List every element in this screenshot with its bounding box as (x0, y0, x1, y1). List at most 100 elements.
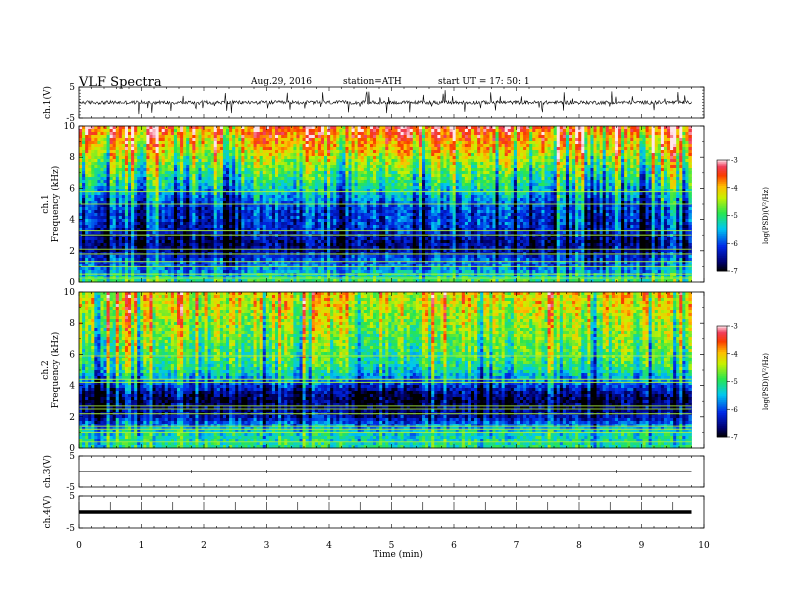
sp1-cell (541, 144, 544, 147)
sp1-cell (214, 135, 217, 138)
sp1-cell (382, 135, 385, 138)
sp1-cell (450, 135, 453, 138)
sp1-cell (407, 144, 410, 147)
sp1-cell (349, 141, 352, 144)
sp1-cell (529, 144, 532, 147)
sp1-cell (526, 135, 529, 138)
sp1-cell (318, 150, 321, 153)
sp1-cell (137, 147, 140, 150)
sp1-cell (520, 147, 523, 150)
sp1-cell (434, 144, 437, 147)
sp1-cell (260, 138, 263, 141)
sp1-cell (649, 138, 652, 141)
sp1-cell (290, 132, 293, 135)
sp1-cell (364, 144, 367, 147)
sp1-cell (361, 129, 364, 132)
sp1-cell (379, 150, 382, 153)
sp1-cell (254, 138, 257, 141)
sp1-cell (419, 135, 422, 138)
sp1-cell (162, 126, 165, 129)
sp1-cell (315, 147, 318, 150)
sp1-cell (100, 144, 103, 147)
sp1-cell (226, 138, 229, 141)
sp1-cell (688, 132, 691, 135)
sp1-cell (594, 144, 597, 147)
sp1-cell (385, 147, 388, 150)
sp1-cell (293, 132, 296, 135)
sp1-cell (79, 147, 82, 150)
sp1-cell (563, 135, 566, 138)
sp1-cell (379, 135, 382, 138)
sp1-cell (186, 144, 189, 147)
sp1-cell (287, 150, 290, 153)
sp1-cell (615, 141, 618, 144)
sp1-cell (434, 126, 437, 129)
sp1-cell (107, 129, 110, 132)
sp1-cell (137, 135, 140, 138)
sp1-cell (398, 144, 401, 147)
sp1-cell (373, 147, 376, 150)
sp1-cell (379, 144, 382, 147)
sp1-cell (447, 129, 450, 132)
sp1-cell (364, 135, 367, 138)
sp1-cell (563, 147, 566, 150)
sp1-cell (394, 126, 397, 129)
sp1-cell (263, 129, 266, 132)
sp1-cell (603, 135, 606, 138)
sp1-cell (492, 141, 495, 144)
sp1-cell (471, 129, 474, 132)
sp1-cell (676, 147, 679, 150)
sp1-cell (168, 147, 171, 150)
sp1-cell (220, 135, 223, 138)
sp1-cell (471, 144, 474, 147)
sp1-cell (257, 147, 260, 150)
sp1-cell (676, 141, 679, 144)
sp1-cell (664, 144, 667, 147)
sp1-cell (535, 147, 538, 150)
sp1-cell (578, 138, 581, 141)
sp1-cell (358, 150, 361, 153)
sp1-cell (241, 132, 244, 135)
sp1-cell (520, 132, 523, 135)
sp1-cell (97, 150, 100, 153)
sp1-cell (483, 144, 486, 147)
sp1-cell (385, 144, 388, 147)
sp1-cell (104, 135, 107, 138)
sp1-cell (456, 129, 459, 132)
sp1-cell (306, 141, 309, 144)
sp1-cell (532, 138, 535, 141)
sp1-cell (511, 141, 514, 144)
sp1-cell (205, 144, 208, 147)
sp1-cell (548, 129, 551, 132)
sp1-cell (682, 135, 685, 138)
sp1-cell (517, 141, 520, 144)
sp1-cell (373, 132, 376, 135)
sp1-cell (345, 138, 348, 141)
sp1-cell (667, 141, 670, 144)
sp1-cell (572, 132, 575, 135)
sp1-cell (315, 129, 318, 132)
sp1-cell (315, 135, 318, 138)
sp1-cell (621, 138, 624, 141)
sp1-cell (342, 135, 345, 138)
sp1-cell (293, 129, 296, 132)
sp1-cell (505, 144, 508, 147)
sp1-cell (330, 126, 333, 129)
sp1-cell (600, 141, 603, 144)
sp1-cell (309, 135, 312, 138)
sp1-cell (342, 150, 345, 153)
sp1-cell (609, 147, 612, 150)
sp1-cell (251, 141, 254, 144)
sp1-cell (333, 144, 336, 147)
sp1-cell (514, 141, 517, 144)
sp1-cell (523, 144, 526, 147)
sp1-cell (208, 141, 211, 144)
sp1-cell (391, 141, 394, 144)
sp1-cell (300, 126, 303, 129)
sp1-cell (119, 138, 122, 141)
sp1-cell (339, 144, 342, 147)
sp1-cell (643, 144, 646, 147)
sp1-cell (563, 144, 566, 147)
sp1-cell (646, 126, 649, 129)
sp1-cell (382, 132, 385, 135)
